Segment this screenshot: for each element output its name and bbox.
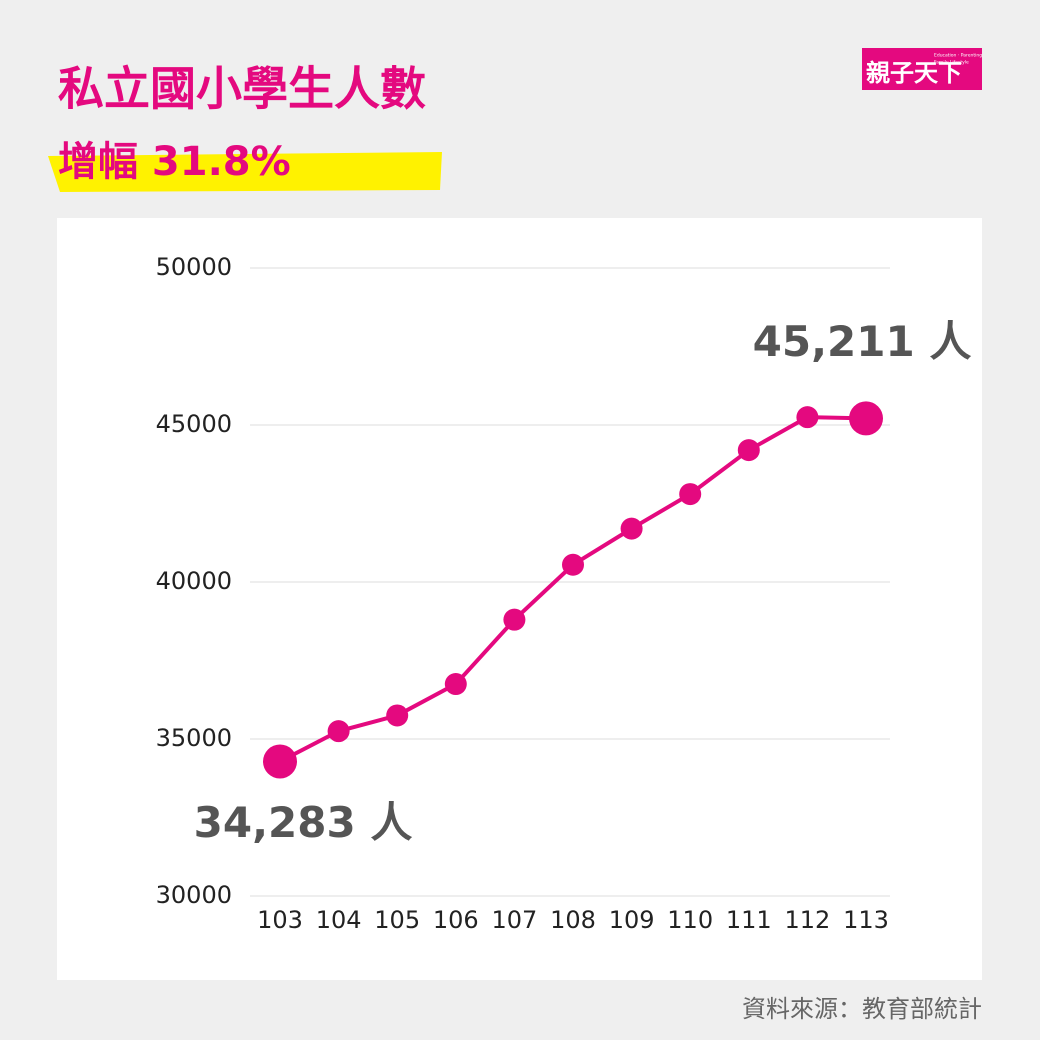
point xyxy=(503,608,526,631)
x-tick-label: 104 xyxy=(316,906,362,934)
x-tick-label: 106 xyxy=(433,906,479,934)
x-tick-label: 105 xyxy=(374,906,420,934)
x-tick-label: 103 xyxy=(257,906,303,934)
point xyxy=(620,517,643,540)
x-tick-label: 111 xyxy=(726,906,772,934)
point xyxy=(263,744,297,779)
logo-tagline: Family Lifestyle xyxy=(934,60,969,66)
point xyxy=(679,483,702,506)
x-tick-label: 110 xyxy=(667,906,713,934)
x-tick-label: 113 xyxy=(843,906,889,934)
point xyxy=(386,704,409,727)
y-tick-label: 40000 xyxy=(156,567,232,595)
chart-title: 私立國小學生人數 xyxy=(58,62,426,116)
logo-box xyxy=(862,48,982,90)
point xyxy=(737,439,760,462)
data-label: 34,283 人 xyxy=(194,798,413,847)
y-tick-label: 35000 xyxy=(156,724,232,752)
data-label: 45,211 人 xyxy=(753,317,972,366)
chart-subtitle: 增幅 31.8% xyxy=(58,139,291,185)
x-tick-label: 109 xyxy=(609,906,655,934)
y-tick-label: 50000 xyxy=(156,253,232,281)
point xyxy=(562,553,584,576)
plot-area: 30000 35000 40000 45000 50000 103 104 105 106 107… xyxy=(156,253,972,934)
y-tick-label: 45000 xyxy=(156,410,232,438)
point xyxy=(796,406,819,429)
y-tick-label: 30000 xyxy=(156,881,232,909)
source-note: 資料來源：教育部統計 xyxy=(742,995,982,1023)
highlight xyxy=(48,152,442,192)
x-tick-label: 107 xyxy=(491,906,537,934)
point xyxy=(849,401,883,436)
logo-tagline: Education · Parenting xyxy=(934,53,982,59)
x-tick-label: 112 xyxy=(784,906,830,934)
logo-text: 親子天下 xyxy=(866,59,962,87)
x-tick-label: 108 xyxy=(550,906,596,934)
point xyxy=(444,673,467,696)
point xyxy=(327,720,350,743)
plot-panel xyxy=(57,218,982,980)
